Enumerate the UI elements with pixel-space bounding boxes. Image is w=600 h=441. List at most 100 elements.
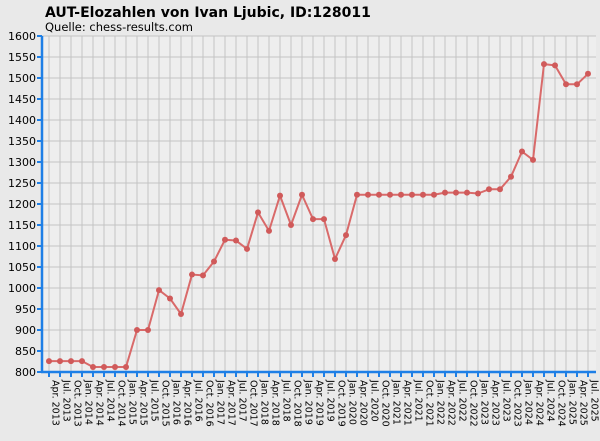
gridlines	[42, 35, 596, 373]
y-tick-label: 1050	[8, 261, 36, 274]
data-point	[552, 62, 558, 69]
y-tick-label: 1200	[8, 198, 36, 211]
data-point	[409, 191, 415, 198]
data-point	[475, 190, 481, 197]
x-tick-label: Oct. 2019	[336, 380, 347, 427]
y-tick-label: 1600	[8, 30, 36, 43]
x-tick-label: Jul. 2017	[237, 379, 248, 422]
x-tick-label: Apr. 2020	[358, 380, 369, 426]
data-point	[68, 358, 74, 365]
y-tick-label: 850	[15, 345, 36, 358]
x-tick-label: Jan. 2019	[303, 379, 314, 425]
x-tick-label: Oct. 2022	[468, 380, 479, 427]
x-tick-label: Jul. 2014	[105, 379, 116, 422]
y-axis-ticks: 800 850 900 950 1000 1050 1100 1150 1200 1250 1300…	[8, 30, 42, 379]
data-point	[420, 191, 426, 198]
data-point	[134, 327, 140, 333]
data-point	[453, 189, 459, 196]
data-point	[255, 209, 261, 216]
x-tick-label: Jan. 2021	[391, 379, 402, 425]
y-tick-label: 950	[15, 303, 36, 316]
x-tick-label: Jul. 2020	[369, 379, 380, 422]
data-point	[365, 191, 371, 198]
data-point	[486, 186, 492, 193]
x-tick-label: Jul. 2013	[61, 379, 72, 422]
data-point	[530, 156, 536, 163]
data-point	[442, 189, 448, 196]
x-tick-label: Jul. 2022	[457, 379, 468, 422]
x-tick-label: Jan. 2020	[347, 379, 358, 425]
x-tick-label: Apr. 2017	[226, 380, 237, 426]
elo-series	[46, 61, 591, 370]
x-tick-label: Oct. 2020	[380, 380, 391, 427]
y-tick-label: 800	[15, 366, 36, 379]
data-point	[354, 191, 360, 198]
y-tick-label: 1300	[8, 156, 36, 169]
data-point	[123, 363, 129, 370]
x-axis-ticks: Apr. 2013 Jul. 2013 Oct. 2013 Jan. 2014 Apr.…	[48, 372, 600, 427]
x-tick-label: Apr. 2013	[50, 380, 61, 426]
x-tick-label: Apr. 2024	[534, 380, 545, 426]
x-tick-label: Jul. 2016	[193, 379, 204, 422]
x-tick-label: Oct. 2018	[292, 380, 303, 427]
y-tick-label: 1450	[8, 93, 36, 106]
data-point	[431, 191, 437, 198]
data-point	[574, 81, 580, 88]
data-point	[112, 363, 118, 370]
data-point	[79, 358, 85, 365]
y-tick-label: 1100	[8, 240, 36, 253]
x-tick-label: Apr. 2023	[490, 380, 501, 426]
data-point	[156, 287, 162, 294]
data-point	[211, 258, 217, 265]
chart-subtitle: Quelle: chess-results.com	[45, 20, 193, 34]
x-tick-label: Jul. 2019	[325, 379, 336, 422]
x-tick-label: Jan. 2018	[259, 379, 270, 425]
y-tick-label: 1550	[8, 51, 36, 64]
x-tick-label: Apr. 2022	[446, 380, 457, 426]
x-tick-label: Oct. 2024	[556, 380, 567, 427]
x-tick-label: Apr. 2015	[138, 380, 149, 426]
data-point	[244, 245, 250, 252]
x-tick-label: Jan. 2015	[127, 379, 138, 425]
x-tick-label: Oct. 2015	[160, 380, 171, 427]
x-tick-label: Jul. 2018	[281, 379, 292, 422]
x-tick-label: Jul. 2021	[413, 379, 424, 422]
data-point	[519, 148, 525, 155]
data-point	[299, 191, 305, 198]
data-point	[387, 191, 393, 198]
x-tick-label: Jul. 2015	[149, 379, 160, 422]
x-tick-label: Apr. 2025	[578, 380, 589, 426]
data-point	[541, 61, 547, 68]
x-tick-label: Oct. 2014	[116, 380, 127, 427]
x-tick-label: Jan. 2023	[479, 379, 490, 425]
data-point	[178, 311, 184, 318]
y-tick-label: 1000	[8, 282, 36, 295]
x-tick-label: Jul. 2025	[589, 379, 600, 422]
x-tick-label: Jan. 2014	[83, 379, 94, 425]
data-point	[277, 192, 283, 199]
data-point	[167, 295, 173, 302]
data-point	[266, 227, 272, 234]
x-tick-label: Apr. 2014	[94, 380, 105, 426]
y-tick-label: 1250	[8, 177, 36, 190]
x-tick-label: Apr. 2021	[402, 380, 413, 426]
y-tick-label: 1500	[8, 72, 36, 85]
data-point	[46, 358, 52, 365]
x-tick-label: Jan. 2022	[435, 379, 446, 425]
data-point	[101, 363, 107, 370]
data-point	[233, 237, 239, 244]
data-point	[90, 363, 96, 370]
x-tick-label: Jul. 2023	[501, 379, 512, 422]
data-point	[508, 173, 514, 180]
y-tick-label: 1400	[8, 114, 36, 127]
data-point	[310, 216, 316, 223]
data-point	[343, 232, 349, 239]
x-tick-label: Oct. 2023	[512, 380, 523, 427]
data-point	[57, 358, 63, 365]
y-tick-label: 900	[15, 324, 36, 337]
x-tick-label: Apr. 2016	[182, 380, 193, 426]
data-point	[464, 189, 470, 196]
data-point	[497, 186, 503, 193]
data-point	[321, 216, 327, 223]
